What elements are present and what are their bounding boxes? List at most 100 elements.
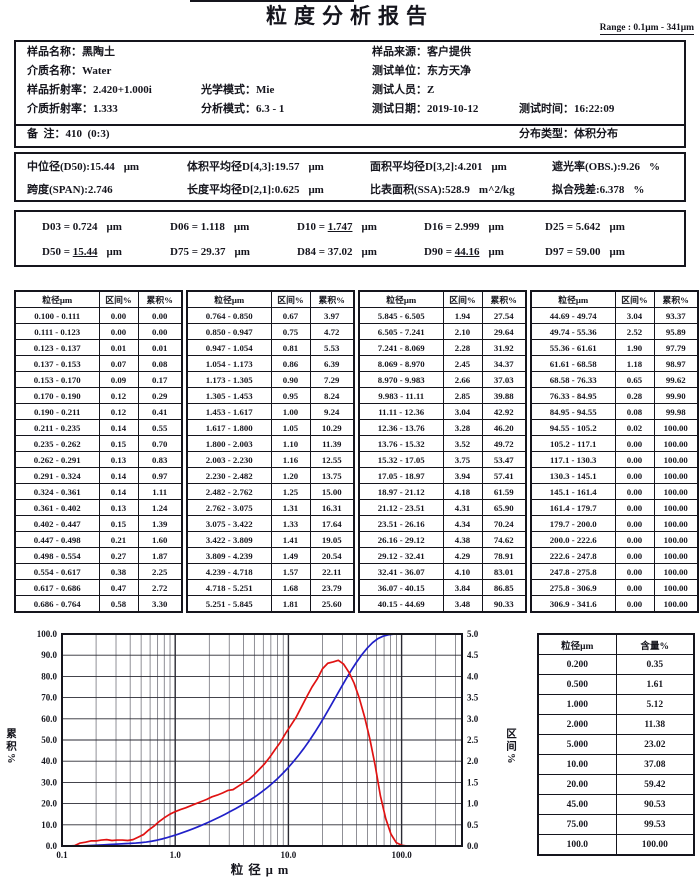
cell-size-range: 0.137 - 0.153 [14,355,100,372]
table-row: 6.505 - 7.241 2.10 29.64 [358,323,527,340]
cell-size-range: 5.251 - 5.845 [186,595,272,613]
cell-size-range: 0.211 - 0.235 [14,419,100,436]
cell-cumulative-pct: 0.29 [137,387,183,404]
content-summary-table: 粒径μm 含量% 0.200 0.35 0.500 1.61 1.000 5.12 2.000 1… [537,633,695,856]
column-header: 粒径μm [14,290,100,308]
info-field: 样品折射率：2.420+1.000i [27,83,152,98]
cell-cumulative-pct: 93.37 [653,307,699,324]
field-value: Mie [256,84,275,96]
dvalue-field: D25 = 5.642 μm [545,220,625,235]
field-value: 4.201 [457,161,483,173]
table-row: 0.291 - 0.324 0.14 0.97 [14,467,183,484]
distribution-table: 粒径μm 区间% 累积% 0.100 - 0.111 0.00 0.00 0.111 - 0… [14,290,699,613]
cell-interval-pct: 0.81 [270,339,311,356]
dvalue-field: D16 = 2.999 μm [424,220,504,235]
distribution-table-group: 粒径μm 区间% 累积% 0.100 - 0.111 0.00 0.00 0.111 - 0… [14,290,183,613]
table-header-row: 粒径μm 区间% 累积% [358,290,527,308]
cell-cumulative-pct: 6.39 [309,355,355,372]
field-label: 分布类型： [519,128,574,140]
distribution-table-group: 粒径μm 区间% 累积% 44.69 - 49.74 3.04 93.37 49.74 - … [530,290,699,613]
right-tick-label: 1.5 [467,777,479,787]
cell-interval-pct: 4.29 [442,547,483,564]
cell-interval-pct: 0.12 [98,403,139,420]
field-unit: μm [609,221,625,233]
cell-cumulative-pct: 0.17 [137,371,183,388]
table-row: 76.33 - 84.95 0.28 99.90 [530,387,699,404]
cell-size-range: 0.153 - 0.170 [14,371,100,388]
field-value: 410 (0:3) [65,128,110,140]
field-value: Z [427,84,435,96]
dvalue-name: D06 = [170,221,201,233]
table-row: 23.51 - 26.16 4.34 70.24 [358,515,527,532]
cell-cumulative-pct: 100.00 [653,499,699,516]
cell-size-range: 306.9 - 341.6 [530,595,616,613]
cell-size-range: 6.505 - 7.241 [358,323,444,340]
right-axis-label: 区间% [505,728,516,766]
table-row: 0.100 - 0.111 0.00 0.00 [14,307,183,324]
table-row: 15.32 - 17.05 3.75 53.47 [358,451,527,468]
cell-interval-pct: 0.14 [98,419,139,436]
cell-interval-pct: 0.00 [98,307,139,324]
table-row: 61.61 - 68.58 1.18 98.97 [530,355,699,372]
cell-content-pct: 100.00 [615,834,695,856]
cell-interval-pct: 0.15 [98,435,139,452]
x-tick-label: 0.1 [56,850,68,860]
field-value: 19.57 [274,161,300,173]
column-header: 累积% [653,290,699,308]
cell-interval-pct: 3.84 [442,579,483,596]
table-row: 0.153 - 0.170 0.09 0.17 [14,371,183,388]
dvalue-field: D84 = 37.02 μm [297,245,377,260]
cell-cumulative-pct: 99.62 [653,371,699,388]
cell-interval-pct: 1.05 [270,419,311,436]
field-value: 6.378 [599,184,625,196]
field-unit: μm [361,246,377,258]
right-tick-label: 5.0 [467,629,479,639]
left-tick-label: 20.0 [41,799,57,809]
dvalue-value: 2.999 [454,221,480,233]
left-tick-label: 90.0 [41,650,57,660]
cell-cumulative-pct: 17.64 [309,515,355,532]
summary-field: 体积平均径D[4,3]:19.57 μm [187,160,324,175]
cell-cumulative-pct: 100.00 [653,515,699,532]
field-unit: m^2/kg [478,184,515,196]
table-row: 3.422 - 3.809 1.41 19.05 [186,531,355,548]
cell-cumulative-pct: 29.64 [481,323,527,340]
dvalue-name: D84 = [297,246,328,258]
field-value: 东方天净 [427,65,471,77]
cell-cumulative-pct: 100.00 [653,579,699,596]
cell-size-range: 12.36 - 13.76 [358,419,444,436]
cell-cumulative-pct: 98.97 [653,355,699,372]
cell-size-range: 9.983 - 11.11 [358,387,444,404]
cell-cumulative-pct: 99.98 [653,403,699,420]
dvalue-field: D10 = 1.747 μm [297,220,377,235]
field-value: 6.3 - 1 [256,103,285,115]
cell-cumulative-pct: 2.72 [137,579,183,596]
field-value: 体积分布 [574,128,618,140]
dvalue-value: 5.642 [575,221,601,233]
cell-cumulative-pct: 9.24 [309,403,355,420]
cell-cumulative-pct: 3.30 [137,595,183,613]
summary-field: 比表面积(SSA):528.9 m^2/kg [370,183,515,198]
field-unit: μm [106,221,122,233]
cell-size-range: 23.51 - 26.16 [358,515,444,532]
table-row: 0.324 - 0.361 0.14 1.11 [14,483,183,500]
cell-interval-pct: 3.04 [442,403,483,420]
table-row: 222.6 - 247.8 0.00 100.00 [530,547,699,564]
table-row: 8.970 - 9.983 2.66 37.03 [358,371,527,388]
cell-interval-pct: 1.41 [270,531,311,548]
table-row: 10.00 37.08 [537,754,695,775]
cell-cumulative-pct: 16.31 [309,499,355,516]
distribution-table-group: 粒径μm 区间% 累积% 5.845 - 6.505 1.94 27.54 6.505 - … [358,290,527,613]
cell-size-range: 1.305 - 1.453 [186,387,272,404]
table-row: 84.95 - 94.55 0.08 99.98 [530,403,699,420]
field-unit: μm [308,184,324,196]
column-header: 区间% [270,290,311,308]
field-value: 2019-10-12 [427,103,479,115]
summary-field: 跨度(SPAN):2.746 [27,183,113,198]
cell-size: 0.200 [537,654,617,675]
cell-size-range: 5.845 - 6.505 [358,307,444,324]
cell-cumulative-pct: 7.29 [309,371,355,388]
cell-size-range: 49.74 - 55.36 [530,323,616,340]
cell-size-range: 0.235 - 0.262 [14,435,100,452]
